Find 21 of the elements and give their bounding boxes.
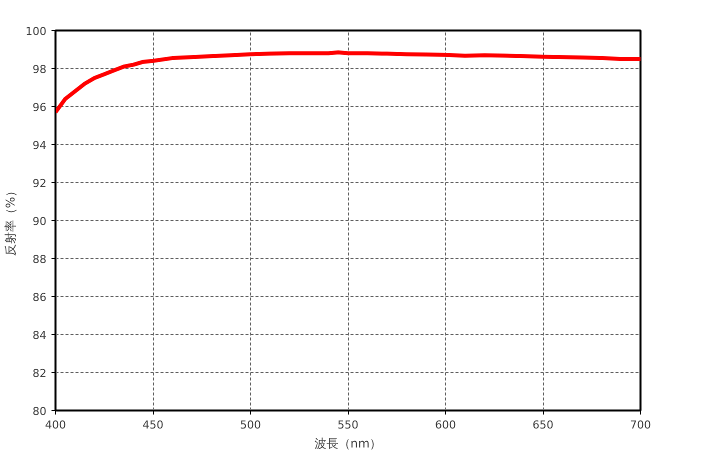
y-tick-label: 84 bbox=[32, 329, 47, 342]
y-axis-title: 反射率（%） bbox=[4, 184, 18, 256]
y-tick-label: 90 bbox=[32, 215, 47, 228]
y-tick-label: 82 bbox=[32, 367, 47, 380]
x-tick-label: 650 bbox=[532, 418, 554, 432]
x-tick-label: 700 bbox=[630, 418, 651, 432]
y-tick-label: 92 bbox=[32, 177, 47, 190]
x-tick-label: 550 bbox=[338, 418, 358, 432]
y-tick-label: 88 bbox=[32, 253, 47, 266]
y-tick-label: 100 bbox=[26, 25, 47, 38]
x-tick-label: 500 bbox=[240, 418, 261, 432]
y-tick-label: 86 bbox=[32, 291, 47, 304]
x-axis-title: 波長（nm） bbox=[314, 436, 382, 450]
y-tick-label: 80 bbox=[32, 405, 47, 418]
y-tick-label: 94 bbox=[32, 139, 47, 152]
x-tick-label: 450 bbox=[142, 418, 164, 432]
y-tick-label: 96 bbox=[32, 101, 47, 114]
line-series bbox=[56, 50, 640, 114]
x-tick-label: 400 bbox=[45, 418, 66, 432]
x-tick-label: 600 bbox=[435, 418, 456, 432]
y-tick-label: 98 bbox=[32, 63, 47, 76]
